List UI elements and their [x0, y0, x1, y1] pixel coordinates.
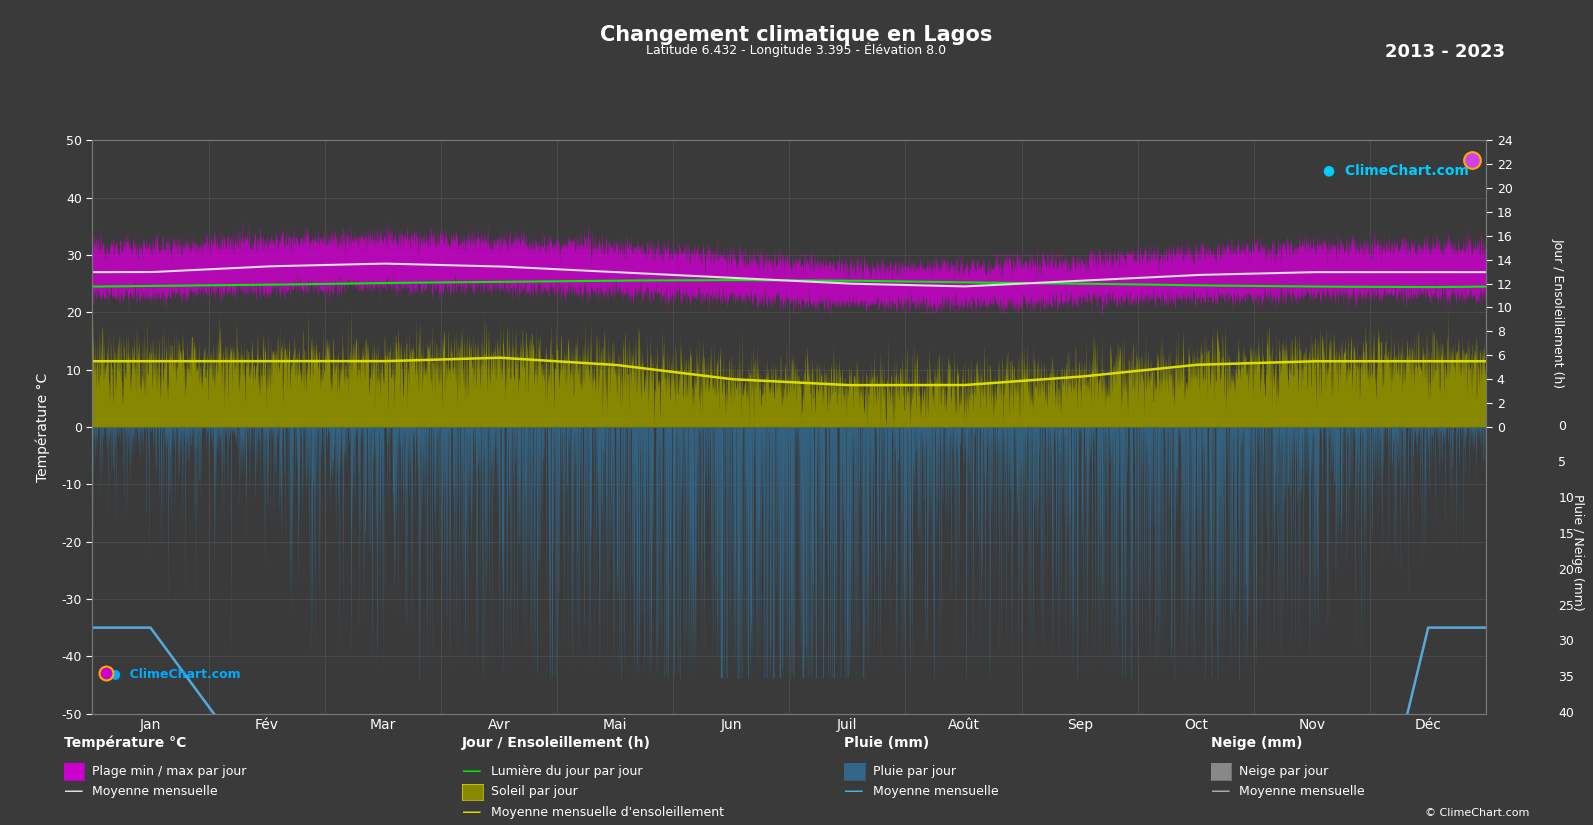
- Text: Jour / Ensoleillement (h): Jour / Ensoleillement (h): [1552, 238, 1564, 389]
- Text: Latitude 6.432 - Longitude 3.395 - Élévation 8.0: Latitude 6.432 - Longitude 3.395 - Éléva…: [647, 43, 946, 58]
- Text: Soleil par jour: Soleil par jour: [491, 785, 577, 799]
- Text: Neige (mm): Neige (mm): [1211, 736, 1301, 750]
- Text: Température °C: Température °C: [64, 735, 186, 750]
- Text: ●  ClimeChart.com: ● ClimeChart.com: [1322, 163, 1469, 177]
- Text: Pluie / Neige (mm): Pluie / Neige (mm): [1571, 494, 1583, 611]
- Text: Moyenne mensuelle: Moyenne mensuelle: [1239, 785, 1365, 799]
- Text: 10: 10: [1558, 492, 1574, 505]
- Text: Lumière du jour par jour: Lumière du jour par jour: [491, 765, 642, 778]
- Text: Moyenne mensuelle d'ensoleillement: Moyenne mensuelle d'ensoleillement: [491, 806, 723, 819]
- Y-axis label: Température °C: Température °C: [37, 372, 51, 482]
- Text: 30: 30: [1558, 635, 1574, 648]
- Text: 2013 - 2023: 2013 - 2023: [1386, 43, 1505, 61]
- Text: 15: 15: [1558, 528, 1574, 541]
- Text: 35: 35: [1558, 672, 1574, 684]
- Text: Jour / Ensoleillement (h): Jour / Ensoleillement (h): [462, 736, 652, 750]
- Text: —: —: [1211, 782, 1230, 802]
- Text: 25: 25: [1558, 600, 1574, 613]
- Text: © ClimeChart.com: © ClimeChart.com: [1424, 808, 1529, 818]
- Text: —: —: [64, 782, 83, 802]
- Text: 0: 0: [1558, 421, 1566, 433]
- Text: 20: 20: [1558, 563, 1574, 577]
- Text: Pluie par jour: Pluie par jour: [873, 765, 956, 778]
- Text: Pluie (mm): Pluie (mm): [844, 736, 930, 750]
- Text: Moyenne mensuelle: Moyenne mensuelle: [873, 785, 999, 799]
- Text: ●  ClimeChart.com: ● ClimeChart.com: [110, 667, 241, 680]
- Text: Moyenne mensuelle: Moyenne mensuelle: [92, 785, 218, 799]
- Text: —: —: [844, 782, 863, 802]
- Text: 5: 5: [1558, 456, 1566, 469]
- Text: Neige par jour: Neige par jour: [1239, 765, 1329, 778]
- Text: Changement climatique en Lagos: Changement climatique en Lagos: [601, 25, 992, 45]
- Text: Plage min / max par jour: Plage min / max par jour: [92, 765, 247, 778]
- Text: —: —: [462, 761, 481, 781]
- Text: 40: 40: [1558, 707, 1574, 720]
- Text: —: —: [462, 803, 481, 823]
